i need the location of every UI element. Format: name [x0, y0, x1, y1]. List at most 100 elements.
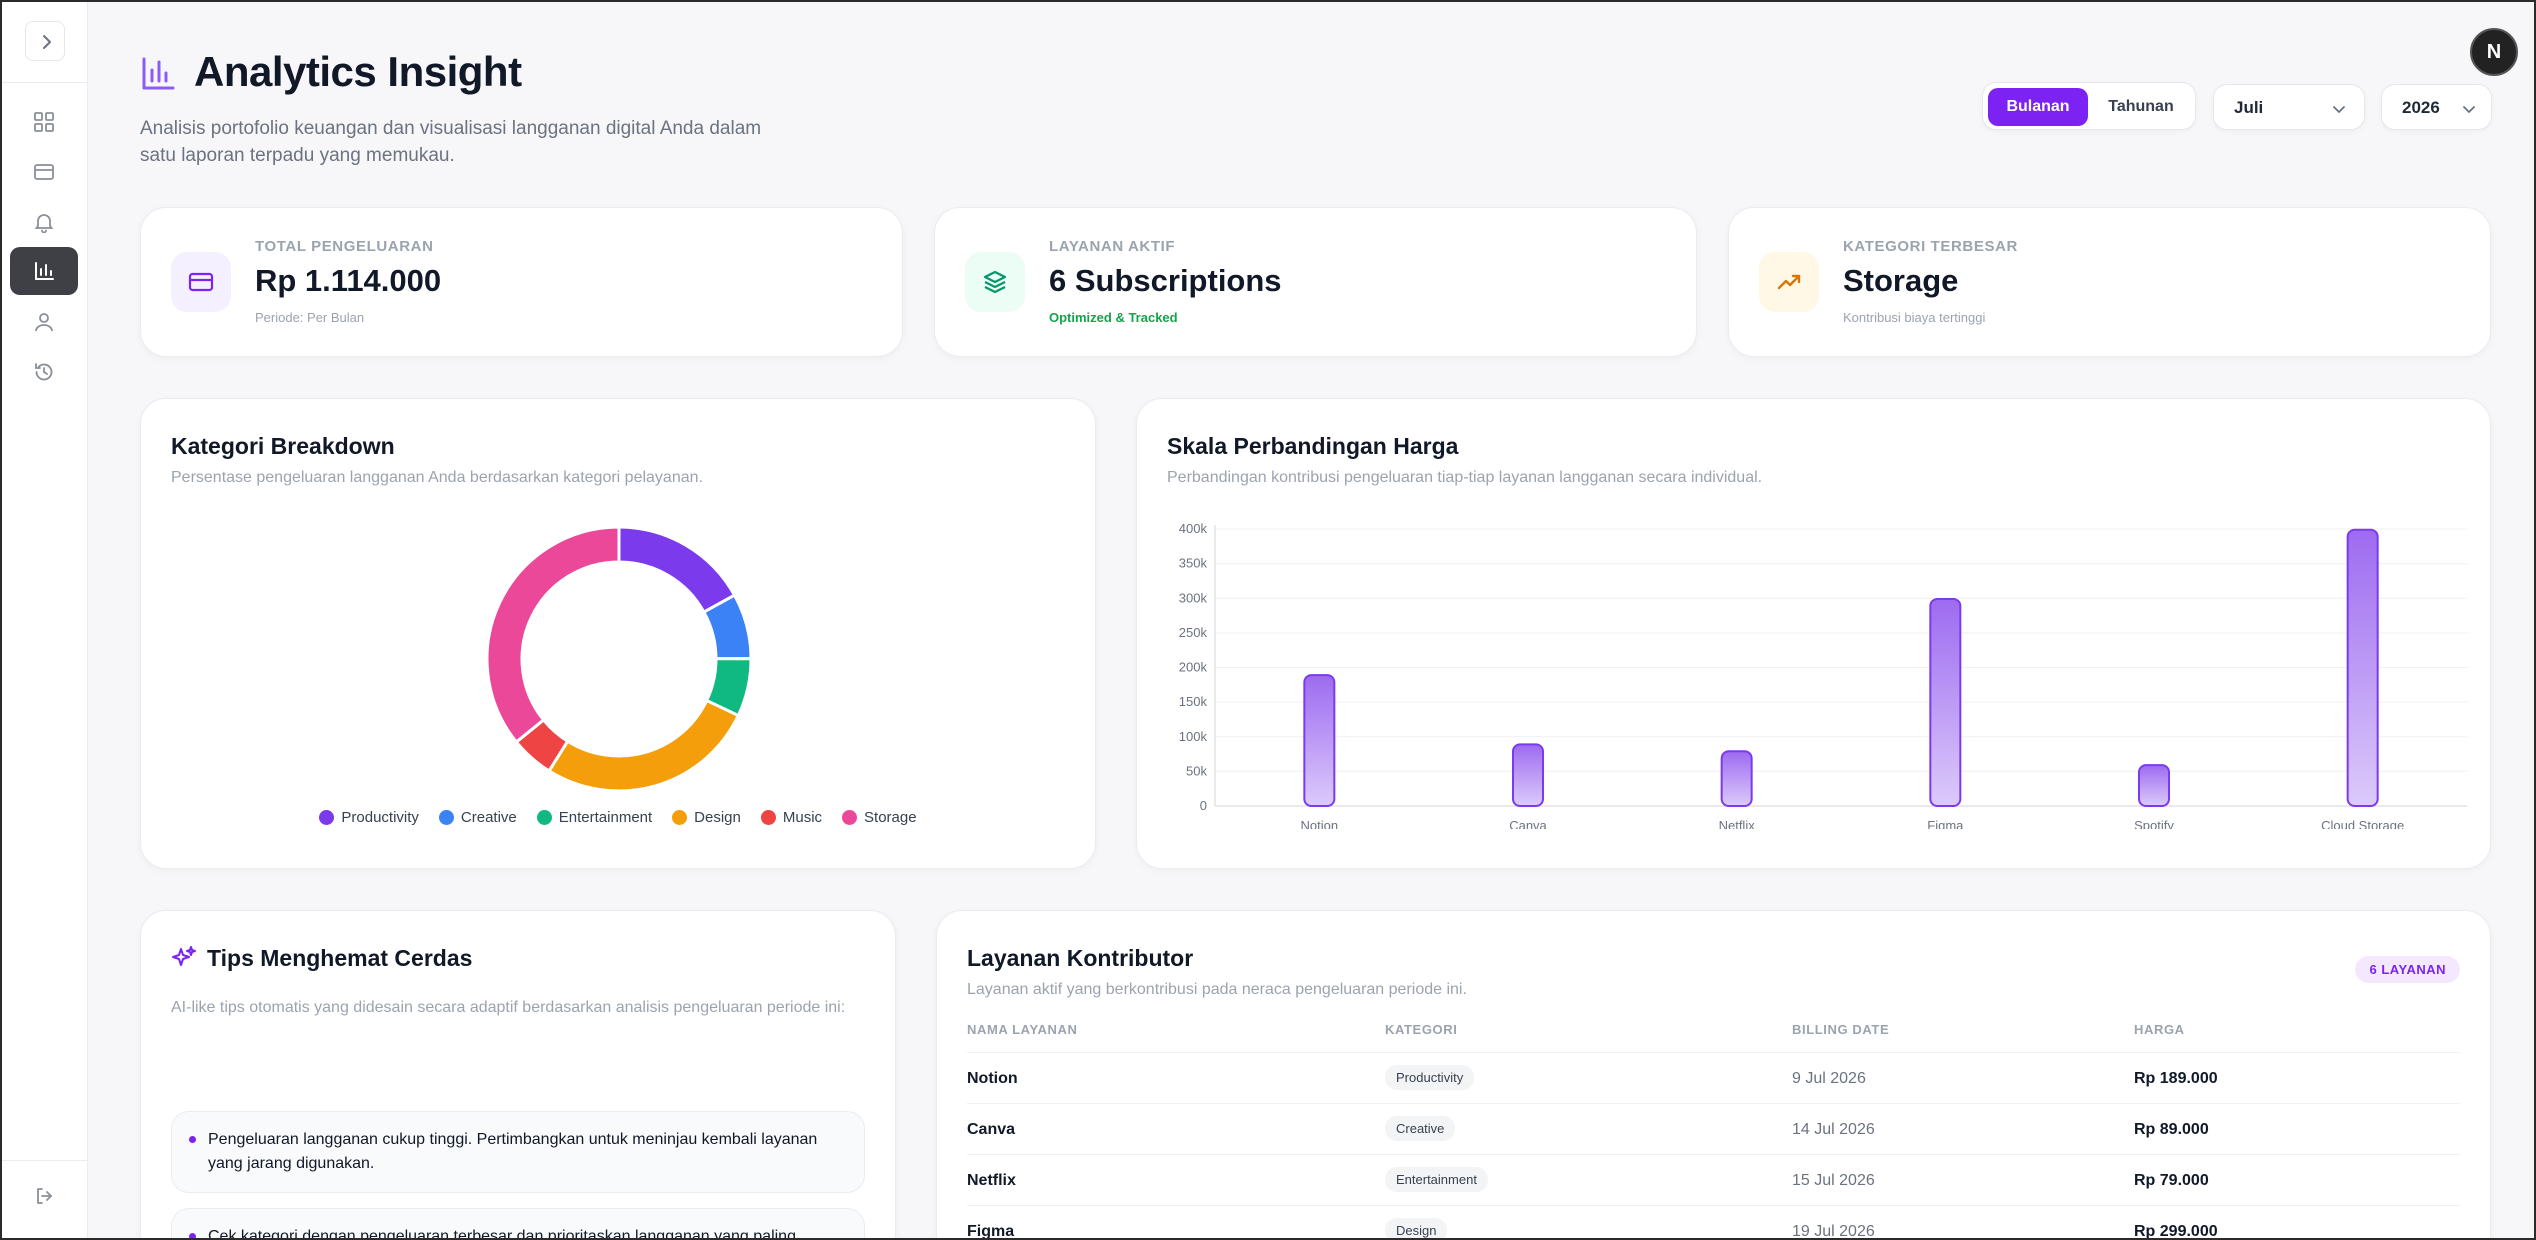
- chevron-down-icon: [2463, 106, 2475, 113]
- category-pill: Design: [1385, 1218, 1448, 1240]
- y-tick-label: 300k: [1179, 590, 1208, 605]
- stat-icon-box: [171, 252, 231, 312]
- card-title: Layanan Kontributor: [967, 945, 1194, 971]
- category-breakdown-card: Kategori Breakdown Persentase pengeluara…: [140, 398, 1096, 869]
- billing-date: 15 Jul 2026: [1792, 1172, 1875, 1189]
- donut-slice-productivity[interactable]: [617, 525, 737, 615]
- service-name: Netflix: [967, 1172, 1016, 1189]
- category-pill: Creative: [1385, 1116, 1456, 1141]
- donut-legend: Productivity Creative Entertainment Design M…: [141, 809, 1095, 826]
- year-select[interactable]: 2026: [2381, 84, 2492, 130]
- dashboard-grid-icon: [34, 112, 54, 132]
- legend-item: Music: [760, 809, 823, 826]
- sparkles-icon: [172, 946, 196, 966]
- x-tick-label: Cloud Storage: [2321, 818, 2404, 829]
- sidebar-item-profile[interactable]: [10, 298, 78, 346]
- sidebar: [0, 0, 88, 1240]
- legend-item: Creative: [438, 809, 517, 826]
- bar-figma[interactable]: [1929, 597, 1962, 807]
- user-icon: [35, 313, 53, 332]
- y-tick-label: 250k: [1179, 625, 1208, 640]
- stat-icon-box: [1759, 252, 1819, 312]
- bar-notion[interactable]: [1303, 674, 1336, 807]
- bar-canva[interactable]: [1512, 743, 1544, 807]
- bar-cloud-storage[interactable]: [2346, 528, 2379, 807]
- bar-chart-icon: [35, 262, 54, 280]
- legend-label: Creative: [460, 809, 517, 826]
- bar-chart: 0 50k 100k 150k 200k 250k 300k 350k 400k Notion Ca…: [1179, 521, 2467, 829]
- tip-item: Cek kategori dengan pengeluaran terbesar…: [171, 1208, 865, 1240]
- logout-button[interactable]: [10, 1174, 78, 1218]
- stat-subtext: Optimized & Tracked: [1049, 310, 1178, 325]
- sidebar-item-notifications[interactable]: [10, 198, 78, 246]
- analytics-icon: [142, 57, 175, 90]
- legend-label: Storage: [864, 809, 917, 826]
- bell-icon: [34, 214, 54, 233]
- card-title: Tips Menghemat Cerdas: [207, 945, 473, 971]
- table-row[interactable]: Canva Creative 14 Jul 2026 Rp 89.000: [967, 1103, 2460, 1154]
- trending-up-icon: [1777, 274, 1801, 290]
- legend-swatch: [536, 810, 552, 825]
- stat-label: LAYANAN AKTIF: [1049, 238, 1176, 255]
- logout-icon: [37, 1188, 52, 1204]
- card-subtitle: AI-like tips otomatis yang didesain seca…: [171, 999, 846, 1016]
- history-icon: [35, 363, 53, 381]
- chevron-right-icon: [43, 35, 51, 49]
- y-tick-label: 50k: [1186, 763, 1207, 778]
- sidebar-item-history[interactable]: [10, 348, 78, 396]
- stat-label: TOTAL PENGELUARAN: [255, 238, 434, 255]
- table-row[interactable]: Notion Productivity 9 Jul 2026 Rp 189.00…: [967, 1052, 2460, 1103]
- x-tick-label: Figma: [1927, 818, 1964, 829]
- sidebar-item-dashboard[interactable]: [10, 98, 78, 146]
- service-price: Rp 89.000: [2134, 1121, 2209, 1138]
- legend-label: Music: [782, 809, 823, 826]
- service-price: Rp 189.000: [2134, 1070, 2218, 1087]
- sidebar-toggle-button[interactable]: [25, 21, 65, 61]
- contributors-card: Layanan Kontributor Layanan aktif yang b…: [936, 910, 2491, 1240]
- billing-date: 14 Jul 2026: [1792, 1121, 1875, 1138]
- stat-card-total: TOTAL PENGELUARAN Rp 1.114.000 Periode: …: [140, 207, 903, 357]
- year-select-value: 2026: [2402, 98, 2440, 117]
- legend-item: Storage: [842, 809, 917, 826]
- donut-slice-storage[interactable]: [485, 525, 621, 745]
- donut-slice-design[interactable]: [546, 698, 741, 793]
- stat-value: Storage: [1843, 263, 1959, 298]
- bar-spotify[interactable]: [2138, 764, 2170, 807]
- bar-netflix[interactable]: [1720, 750, 1753, 807]
- y-tick-label: 200k: [1179, 660, 1208, 675]
- stat-card-category: KATEGORI TERBESAR Storage Kontribusi bia…: [1728, 207, 2491, 357]
- service-price: Rp 299.000: [2134, 1223, 2218, 1240]
- table-row[interactable]: Netflix Entertainment 15 Jul 2026 Rp 79.…: [967, 1154, 2460, 1205]
- legend-label: Entertainment: [558, 809, 653, 826]
- stat-subtext: Kontribusi biaya tertinggi: [1843, 310, 1986, 325]
- legend-swatch: [672, 810, 688, 825]
- legend-label: Design: [694, 809, 741, 826]
- sidebar-divider: [0, 82, 88, 83]
- avatar[interactable]: N: [2470, 28, 2518, 76]
- chevron-down-icon: [2333, 106, 2345, 113]
- legend-item: Entertainment: [536, 809, 653, 826]
- page-description: Analisis portofolio keuangan dan visuali…: [140, 118, 762, 166]
- sidebar-item-analytics[interactable]: [10, 247, 78, 295]
- table-row[interactable]: Figma Design 19 Jul 2026 Rp 299.000: [967, 1205, 2460, 1240]
- legend-item: Productivity: [319, 809, 419, 826]
- stat-label: KATEGORI TERBESAR: [1843, 238, 2018, 255]
- period-yearly-button[interactable]: Tahunan: [2108, 98, 2174, 115]
- sidebar-item-subscriptions[interactable]: [10, 148, 78, 196]
- legend-swatch: [319, 810, 335, 825]
- legend-swatch: [438, 810, 454, 825]
- donut-chart: [485, 525, 753, 793]
- card-title: Kategori Breakdown: [171, 433, 395, 459]
- legend-label: Productivity: [341, 809, 419, 826]
- y-tick-label: 350k: [1179, 556, 1208, 571]
- month-select[interactable]: Juli: [2213, 84, 2365, 130]
- service-price: Rp 79.000: [2134, 1172, 2209, 1189]
- sidebar-divider: [0, 1160, 88, 1161]
- category-pill: Entertainment: [1385, 1167, 1488, 1192]
- period-monthly-button[interactable]: Bulanan: [1988, 88, 2088, 126]
- stat-value: Rp 1.114.000: [255, 263, 442, 298]
- service-name: Figma: [967, 1223, 1015, 1240]
- price-comparison-card: Skala Perbandingan Harga Perbandingan ko…: [1136, 398, 2491, 869]
- y-tick-label: 150k: [1179, 694, 1208, 709]
- billing-date: 9 Jul 2026: [1792, 1070, 1866, 1087]
